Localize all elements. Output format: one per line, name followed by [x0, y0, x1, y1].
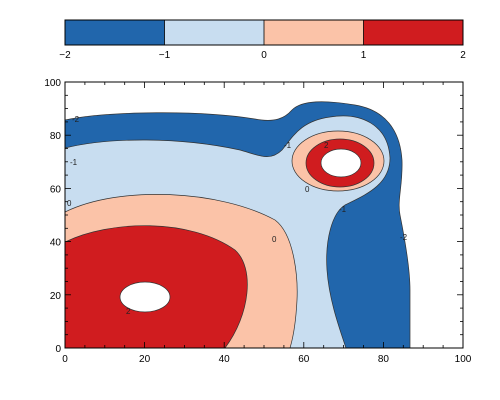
colorbar-tick-label: 1	[361, 50, 367, 61]
contour-label: -2	[72, 115, 80, 124]
y-tick-label: 40	[50, 238, 62, 249]
y-tick-label: 80	[50, 131, 62, 142]
y-tick-label: 0	[55, 344, 61, 355]
y-tick-label: 20	[50, 291, 62, 302]
contour-region-above2	[119, 281, 171, 313]
x-tick-label: 80	[378, 354, 390, 365]
y-tick-label: 100	[44, 78, 61, 89]
colorbar-band-4	[363, 20, 463, 45]
contour-label: -1	[339, 205, 347, 214]
contour-label: 0	[305, 185, 310, 194]
colorbar-band-3	[264, 20, 364, 45]
colorbar-tick-label: −2	[59, 50, 71, 61]
x-tick-label: 0	[62, 354, 68, 365]
peak-region-above2	[320, 148, 362, 178]
x-tick-label: 100	[455, 354, 472, 365]
colorbar-tick-label: 2	[460, 50, 466, 61]
x-axis: 0 20 40 60 80 100	[62, 82, 472, 365]
colorbar: −2 −1 0 1 2	[59, 19, 466, 61]
contour-label: -1	[70, 158, 78, 167]
colorbar-tick-label: 0	[261, 50, 267, 61]
colorbar-tick-label: −1	[159, 50, 171, 61]
contour-label: -2	[400, 233, 408, 242]
colorbar-band-2	[164, 20, 264, 45]
colorbar-band-1	[65, 20, 165, 45]
contour-label: -1	[284, 141, 292, 150]
contour-label: 2	[126, 307, 131, 316]
contour-label: 0	[67, 199, 72, 208]
x-tick-label: 60	[298, 354, 310, 365]
y-tick-label: 60	[50, 184, 62, 195]
x-tick-label: 20	[139, 354, 151, 365]
x-tick-label: 40	[219, 354, 231, 365]
plot-area: -2 -1 0 0 -1 2 0 -1 -2 2	[65, 82, 463, 348]
contour-label: 0	[272, 235, 277, 244]
contour-label: 2	[324, 141, 329, 150]
